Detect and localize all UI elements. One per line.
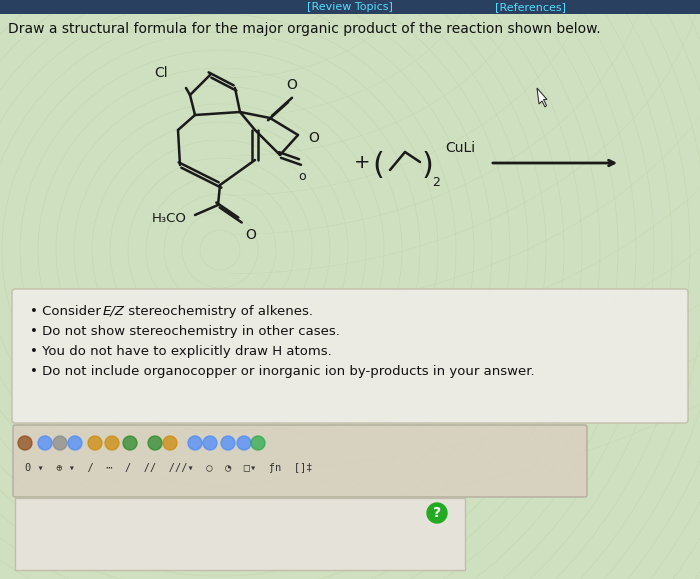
Text: CuLi: CuLi: [445, 141, 475, 155]
Circle shape: [203, 436, 217, 450]
Text: O: O: [245, 228, 256, 242]
Text: O: O: [308, 131, 319, 145]
Circle shape: [88, 436, 102, 450]
Text: ): ): [422, 151, 434, 179]
Text: Draw a structural formula for the major organic product of the reaction shown be: Draw a structural formula for the major …: [8, 22, 601, 36]
Circle shape: [53, 436, 67, 450]
Circle shape: [38, 436, 52, 450]
Text: [References]: [References]: [494, 2, 566, 12]
Text: ?: ?: [433, 506, 441, 520]
Text: • You do not have to explicitly draw H atoms.: • You do not have to explicitly draw H a…: [30, 345, 332, 358]
Circle shape: [163, 436, 177, 450]
Text: • Consider: • Consider: [30, 305, 105, 318]
Bar: [15, 498, 465, 570]
Text: • Do not include organocopper or inorganic ion by-products in your answer.: • Do not include organocopper or inorgan…: [30, 365, 535, 378]
FancyBboxPatch shape: [13, 425, 587, 497]
Text: stereochemistry of alkenes.: stereochemistry of alkenes.: [124, 305, 313, 318]
Circle shape: [221, 436, 235, 450]
Text: Cl: Cl: [155, 66, 168, 80]
Text: [Review Topics]: [Review Topics]: [307, 2, 393, 12]
Circle shape: [427, 503, 447, 523]
Text: H₃CO: H₃CO: [152, 211, 187, 225]
Text: 2: 2: [432, 175, 440, 189]
Circle shape: [123, 436, 137, 450]
Text: O: O: [286, 78, 297, 92]
Text: +: +: [354, 153, 370, 173]
Text: 0 ▾  ⊕ ▾  /  ⋯  /  //  ///▾  ○  ◔  □▾  ƒn  []‡: 0 ▾ ⊕ ▾ / ⋯ / // ///▾ ○ ◔ □▾ ƒn []‡: [25, 463, 312, 473]
Text: • Do not show stereochemistry in other cases.: • Do not show stereochemistry in other c…: [30, 325, 340, 338]
Circle shape: [237, 436, 251, 450]
Polygon shape: [537, 88, 547, 107]
Bar: [0, 0, 700, 14]
Text: (: (: [372, 151, 384, 179]
Circle shape: [148, 436, 162, 450]
Circle shape: [68, 436, 82, 450]
FancyBboxPatch shape: [12, 289, 688, 423]
Text: o: o: [298, 170, 306, 183]
Circle shape: [188, 436, 202, 450]
Circle shape: [105, 436, 119, 450]
Circle shape: [251, 436, 265, 450]
Circle shape: [18, 436, 32, 450]
Text: E/Z: E/Z: [103, 305, 125, 318]
